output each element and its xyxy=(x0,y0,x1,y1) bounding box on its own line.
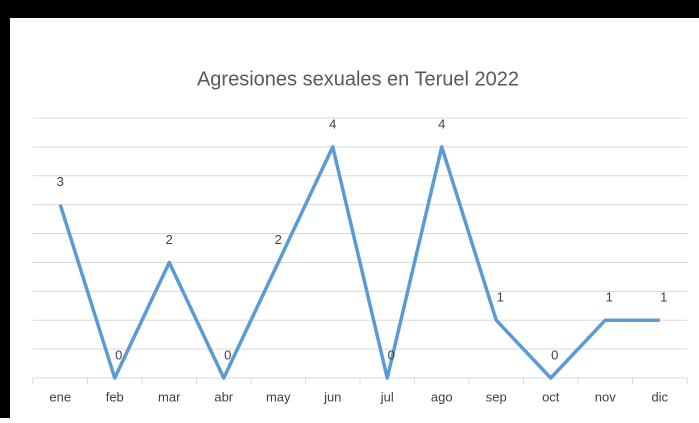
data-label: 1 xyxy=(497,290,504,305)
data-label: 4 xyxy=(329,116,336,131)
x-tick-label: jun xyxy=(323,389,341,404)
x-tick-label: sep xyxy=(486,389,507,404)
x-tick-label: abr xyxy=(214,389,233,404)
data-label: 0 xyxy=(224,347,231,362)
data-label: 4 xyxy=(438,116,445,131)
x-tick-label: may xyxy=(266,389,291,404)
line xyxy=(58,145,660,380)
data-label: 1 xyxy=(606,290,613,305)
data-label: 3 xyxy=(57,174,64,189)
x-tick-label: ago xyxy=(431,389,453,404)
top-border xyxy=(0,0,699,18)
x-tick-label: dic xyxy=(651,389,668,404)
chart-title: Agresiones sexuales en Teruel 2022 xyxy=(197,68,519,90)
x-tick-label: nov xyxy=(595,389,616,404)
data-label: 2 xyxy=(275,232,282,247)
data-label: 1 xyxy=(660,290,667,305)
x-tick-label: oct xyxy=(542,389,560,404)
data-label: 0 xyxy=(551,347,558,362)
data-label: 2 xyxy=(166,232,173,247)
left-border xyxy=(0,0,10,418)
x-tick-label: feb xyxy=(106,389,124,404)
x-tick-label: jul xyxy=(380,389,394,404)
data-label: 0 xyxy=(388,347,395,362)
x-tick-label: ene xyxy=(49,389,71,404)
data-label: 0 xyxy=(115,347,122,362)
x-tick-label: mar xyxy=(158,389,181,404)
